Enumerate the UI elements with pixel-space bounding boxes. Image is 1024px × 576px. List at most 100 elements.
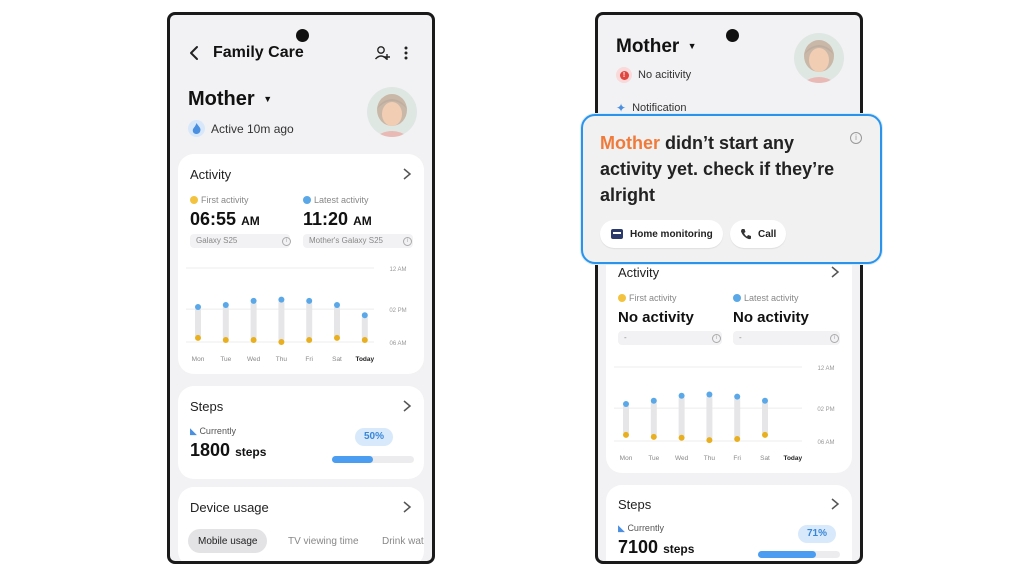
range-bar — [195, 307, 201, 338]
range-bar — [250, 300, 257, 340]
steps-card[interactable]: Steps ◣ Currently 7100 steps 71% — [606, 485, 852, 561]
add-person-icon[interactable] — [374, 45, 390, 61]
first-point — [650, 433, 657, 440]
notification-row[interactable]: ✦ Notification — [616, 101, 686, 115]
first-activity-label: First activity — [190, 195, 249, 205]
y-tick-label: 12 AM — [817, 366, 834, 372]
latest-activity-value: No activity — [733, 309, 809, 326]
status-text: No acitivity — [638, 69, 692, 81]
latest-activity-device: Mother's Galaxy S25 — [303, 234, 413, 248]
activity-card[interactable]: Activity First activity 06:55 AM Galaxy … — [178, 154, 424, 374]
moon-icon — [733, 294, 741, 302]
tab-tv-viewing-time[interactable]: TV viewing time — [288, 535, 359, 547]
first-point — [762, 431, 768, 438]
profile-name-selector[interactable]: Mother ▼ — [188, 88, 272, 111]
call-button[interactable]: Call — [730, 220, 787, 248]
y-tick-label: 06 AM — [389, 341, 406, 347]
activity-range-chart: 12 AM 02 PM 06 AM Mon Tue Wed Thu Fri Sat Today — [186, 267, 407, 363]
latest-point — [195, 304, 201, 311]
latest-point — [678, 392, 685, 399]
home-monitoring-button[interactable]: Home monitoring — [600, 220, 723, 248]
range-bar — [706, 394, 713, 441]
currently-label: ◣ Currently — [190, 426, 236, 436]
chevron-right-icon — [403, 501, 412, 513]
back-arrow-icon[interactable] — [188, 45, 200, 61]
first-point — [195, 334, 201, 341]
no-activity-alert-popup[interactable]: Mother didn’t start any activity yet. ch… — [581, 114, 882, 264]
notification-label: Notification — [632, 102, 687, 114]
steps-percent-badge: 50% — [355, 428, 393, 446]
first-activity-device: Galaxy S25 — [190, 234, 290, 248]
range-bar — [678, 395, 685, 438]
latest-point — [706, 391, 713, 398]
shoe-icon: ◣ — [618, 523, 625, 533]
shoe-icon: ◣ — [190, 426, 197, 436]
info-icon[interactable]: i — [850, 132, 862, 144]
activity-range-chart: 12 AM 02 PM 06 AM Mon Tue Wed Thu Fri Sat Today — [614, 366, 835, 462]
x-tick-label: Wed — [675, 455, 689, 462]
first-point — [706, 437, 713, 444]
latest-point — [734, 393, 741, 400]
x-tick-label: Tue — [220, 356, 231, 363]
chevron-right-icon — [403, 400, 412, 412]
steps-percent-badge: 71% — [798, 525, 836, 543]
latest-point — [762, 397, 768, 404]
range-bar — [623, 404, 629, 435]
x-tick-label: Fri — [305, 356, 313, 363]
activity-card[interactable]: Activity First activity No activity - i … — [606, 251, 852, 473]
profile-name: Mother — [188, 88, 255, 110]
y-tick-label: 02 PM — [817, 407, 834, 413]
y-tick-label: 06 AM — [817, 440, 834, 446]
avatar[interactable] — [367, 87, 417, 137]
info-icon[interactable]: i — [403, 237, 412, 246]
first-point — [678, 434, 685, 441]
dropdown-caret-icon: ▼ — [263, 94, 273, 104]
latest-point — [222, 302, 229, 308]
info-icon[interactable]: i — [830, 334, 839, 343]
first-activity-value: No activity — [618, 309, 694, 326]
x-tick-label: Sat — [760, 455, 770, 462]
status-text: Active 10m ago — [211, 121, 294, 136]
dropdown-caret-icon: ▼ — [687, 41, 697, 51]
range-bar — [762, 400, 768, 435]
x-tick-label: Thu — [276, 356, 288, 363]
x-tick-label: Tue — [648, 455, 659, 462]
latest-activity-device: - — [733, 331, 840, 345]
steps-progress-track — [758, 551, 840, 558]
info-icon[interactable]: i — [712, 334, 721, 343]
more-options-icon[interactable] — [403, 45, 409, 61]
x-tick-label: Today — [355, 356, 374, 363]
avatar[interactable] — [794, 33, 844, 83]
profile-name-selector[interactable]: Mother ▼ — [616, 36, 697, 58]
camera-hole — [726, 29, 739, 42]
steps-card[interactable]: Steps ◣ Currently 1800 steps 50% — [178, 386, 424, 479]
device-usage-card[interactable]: Device usage Mobile usage TV viewing tim… — [178, 487, 424, 561]
page-title: Family Care — [213, 44, 304, 61]
chevron-right-icon — [403, 168, 412, 180]
info-icon[interactable]: i — [282, 237, 291, 246]
steps-title: Steps — [190, 399, 224, 414]
home-monitoring-icon — [611, 229, 623, 239]
alert-icon: ! — [616, 67, 632, 83]
latest-point — [650, 397, 657, 404]
tab-drink-water[interactable]: Drink water — [382, 535, 424, 547]
first-point — [278, 339, 285, 345]
latest-point — [361, 312, 368, 319]
first-point — [361, 336, 368, 343]
tab-mobile-usage[interactable]: Mobile usage — [188, 529, 268, 553]
alert-highlight-name: Mother — [600, 133, 660, 153]
sun-icon — [190, 196, 198, 204]
first-point — [250, 336, 257, 343]
first-activity-time: 06:55 AM — [190, 209, 260, 229]
range-bar — [306, 300, 313, 340]
first-activity-device: - — [618, 331, 722, 345]
latest-point — [623, 401, 629, 407]
x-tick-label: Wed — [247, 356, 261, 363]
alert-message: Mother didn’t start any activity yet. ch… — [600, 130, 850, 208]
latest-activity-label: Latest activity — [733, 293, 799, 303]
steps-title: Steps — [618, 497, 652, 512]
steps-progress-track — [332, 456, 414, 463]
first-point — [306, 336, 313, 343]
latest-point — [306, 297, 313, 304]
steps-count: 7100 steps — [618, 537, 695, 557]
